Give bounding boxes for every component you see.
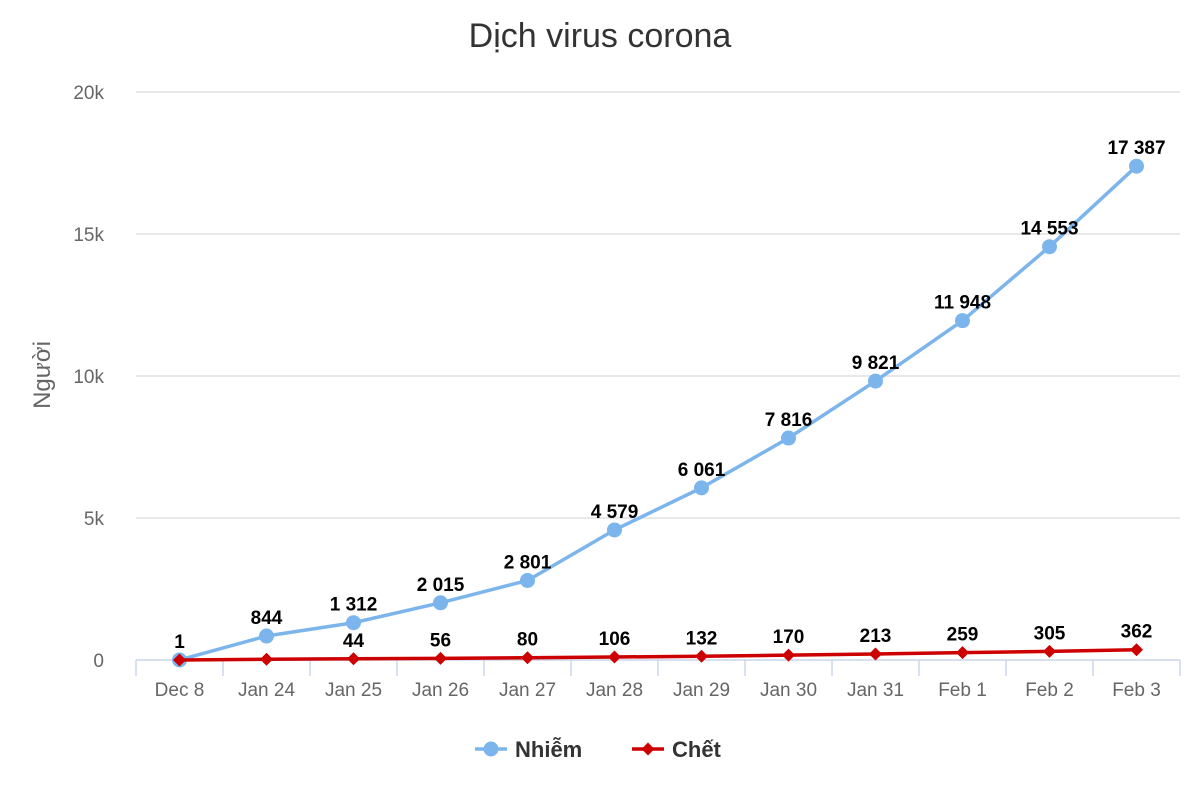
data-label: 7 816 <box>765 410 813 431</box>
data-label: 14 553 <box>1020 219 1078 240</box>
data-label: 170 <box>773 627 805 648</box>
data-point <box>1129 158 1144 174</box>
x-tick-label: Jan 30 <box>760 680 817 701</box>
x-tick-label: Jan 26 <box>412 680 469 701</box>
x-tick-label: Feb 3 <box>1112 680 1161 701</box>
data-point <box>1042 239 1057 255</box>
data-point <box>695 649 708 663</box>
x-tick-label: Jan 27 <box>499 680 556 701</box>
series-line-1 <box>179 164 1138 662</box>
y-axis-ticks: 0 5k 10k 15k 20k <box>73 83 104 672</box>
legend-circle-marker <box>483 741 499 757</box>
data-labels: 1 844 1 312 2 015 2 801 4 579 6 061 7 816 9 821 1… <box>174 138 1165 653</box>
y-tick-label: 15k <box>73 225 104 246</box>
data-label: 106 <box>599 629 631 650</box>
data-label: 6 061 <box>678 460 726 481</box>
data-label: 844 <box>251 608 283 629</box>
data-point <box>173 653 186 667</box>
series-group <box>172 158 1144 668</box>
data-label: 362 <box>1121 622 1153 643</box>
y-axis-title: Người <box>29 341 56 409</box>
gridlines <box>136 91 1180 519</box>
legend-item-2[interactable]: Chết <box>632 737 722 762</box>
x-tick-label: Jan 31 <box>847 680 904 701</box>
data-label: 9 821 <box>852 353 900 374</box>
y-tick-label: 0 <box>93 651 104 672</box>
x-tick-label: Jan 25 <box>325 680 382 701</box>
data-label: 132 <box>686 628 718 649</box>
data-point <box>347 652 360 666</box>
x-tick-label: Jan 24 <box>238 680 295 701</box>
data-label: 4 579 <box>591 502 639 523</box>
y-tick-label: 10k <box>73 367 104 388</box>
data-label: 11 948 <box>934 293 991 314</box>
data-point <box>259 628 274 644</box>
data-point <box>956 646 969 660</box>
data-point <box>869 647 882 661</box>
x-tick-label: Jan 29 <box>673 680 730 701</box>
data-label: 2 801 <box>504 552 552 573</box>
data-point <box>955 313 970 329</box>
x-tick-label: Dec 8 <box>155 680 205 701</box>
data-point <box>1130 643 1143 657</box>
data-point <box>607 522 622 538</box>
series-line-2 <box>179 647 1137 662</box>
data-point <box>868 373 883 389</box>
legend-label: Nhiễm <box>515 737 582 762</box>
data-label: 80 <box>517 630 538 651</box>
data-label: 44 <box>343 631 365 652</box>
chart-title: Dịch virus corona <box>469 17 732 55</box>
data-label: 17 387 <box>1107 138 1165 159</box>
x-tick-label: Feb 2 <box>1025 680 1074 701</box>
legend[interactable]: Nhiễm Chết <box>475 737 722 762</box>
data-point <box>608 650 621 664</box>
data-label: 1 312 <box>330 595 378 616</box>
data-label: 259 <box>947 625 979 646</box>
data-point <box>346 615 361 631</box>
data-label: 213 <box>860 626 892 647</box>
legend-label: Chết <box>672 737 722 762</box>
data-point <box>521 651 534 665</box>
data-label: 2 015 <box>417 575 465 596</box>
data-point <box>433 595 448 611</box>
data-label: 305 <box>1034 623 1066 644</box>
legend-diamond-marker <box>641 742 655 756</box>
data-label: 56 <box>430 630 451 651</box>
data-point <box>782 648 795 662</box>
x-axis: Dec 8 Jan 24 Jan 25 Jan 26 Jan 27 Jan 28 Jan 2… <box>135 659 1181 701</box>
data-point <box>434 651 447 665</box>
y-tick-label: 20k <box>73 83 104 104</box>
data-point <box>694 480 709 496</box>
y-tick-label: 5k <box>84 509 105 530</box>
data-point <box>1043 644 1056 658</box>
data-point <box>520 572 535 588</box>
x-tick-label: Jan 28 <box>586 680 643 701</box>
data-point <box>260 652 273 666</box>
data-label: 1 <box>174 632 185 653</box>
data-point <box>781 430 796 446</box>
x-tick-label: Feb 1 <box>938 680 987 701</box>
legend-item-1[interactable]: Nhiễm <box>475 737 582 762</box>
